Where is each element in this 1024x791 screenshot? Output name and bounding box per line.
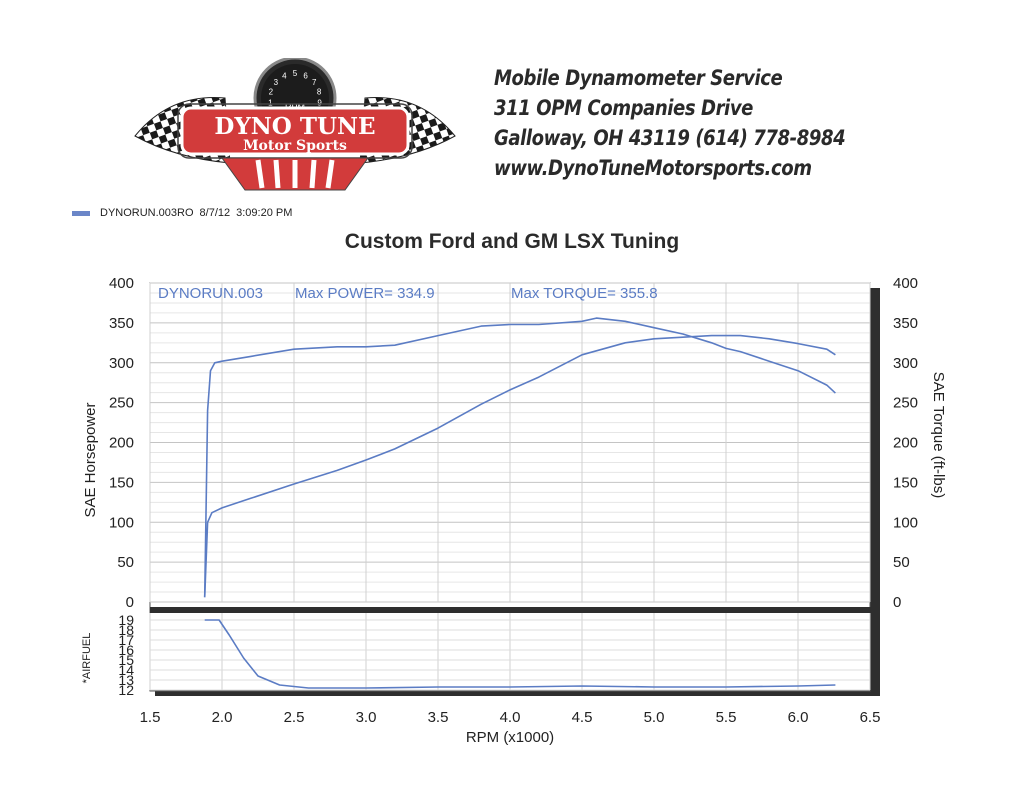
y-tick-label-left: 0 [126,594,134,611]
y-tick-label-left: 400 [109,275,134,292]
brand-line2: Motor Sports [243,138,347,154]
y-tick-label-right: 150 [893,474,918,491]
main-grid [149,282,871,603]
airfuel-tick-label: 19 [118,612,134,628]
x-tick-label: 3.0 [356,709,377,726]
airfuel-tick-label: 13 [118,672,134,688]
annotation-max-torque: Max TORQUE= 355.8 [511,285,658,302]
annotation-max-power: Max POWER= 334.9 [295,285,435,302]
airfuel-tick-label: 14 [118,662,134,678]
y-tick-label-right: 400 [893,275,918,292]
airfuel-tick-label: 18 [118,622,134,638]
gauge-number: 5 [293,69,298,78]
torque-series-line [203,317,836,598]
address-line-4: www.DynoTuneMotorsports.com [494,156,812,180]
address-line-1: Mobile Dynamometer Service [494,66,783,90]
y-tick-label-right: 0 [893,594,901,611]
y-tick-label-right: 350 [893,315,918,332]
legend-run: DYNORUN.003RO [100,207,194,219]
y-axis-label-horsepower: SAE Horsepower [82,402,99,517]
x-tick-label: 2.0 [212,709,233,726]
airfuel-tick-label: 15 [118,652,134,668]
gauge-number: 3 [274,78,279,87]
legend-time: 3:09:20 PM [236,207,293,219]
address-line-3: Galloway, OH 43119 (614) 778-8984 [494,126,846,150]
y-tick-label-right: 300 [893,355,918,372]
airfuel-tick-label: 17 [118,632,134,648]
gauge-number: 1 [268,98,273,107]
y-tick-label-right: 200 [893,435,918,452]
x-tick-label: 4.0 [500,709,521,726]
gauge-number: 9 [317,98,322,107]
y-tick-label-left: 350 [109,315,134,332]
y-tick-label-left: 150 [109,474,134,491]
y-tick-label-right: 50 [893,554,910,571]
x-tick-label: 3.5 [428,709,449,726]
y-axis-label-torque: SAE Torque (ft-lbs) [930,372,947,498]
y-tick-label-left: 250 [109,395,134,412]
y-tick-label-left: 100 [109,514,134,531]
y-tick-label-left: 50 [117,554,134,571]
legend-swatch [72,210,90,216]
airfuel-series-line [204,619,836,689]
y-tick-label-left: 300 [109,355,134,372]
x-axis-label: RPM (x1000) [466,729,554,746]
chart-title: Custom Ford and GM LSX Tuning [344,230,680,253]
legend-date: 8/7/12 [199,207,231,219]
horsepower-series-line [203,334,836,598]
airfuel-tick-label: 16 [118,642,134,658]
x-tick-label: 6.0 [788,709,809,726]
y-tick-label-right: 250 [893,395,918,412]
airfuel-grid [149,613,871,691]
x-tick-label: 5.5 [716,709,737,726]
y-tick-label-right: 100 [893,514,918,531]
x-tick-label: 6.5 [860,709,881,726]
gauge-number: 7 [312,78,317,87]
address-line-2: 311 OPM Companies Drive [494,96,753,120]
airfuel-tick-label: 12 [118,682,134,698]
dyno-tune-logo: 012345678910 RPM DYNO TUNE Motor Sports [134,58,456,191]
x-tick-label: 4.5 [572,709,593,726]
y-tick-label-left: 200 [109,435,134,452]
x-tick-label: 5.0 [644,709,665,726]
gauge-number: 6 [303,71,308,80]
gauge-number: 2 [269,88,274,97]
gauge-number: 4 [282,71,287,80]
chart-legend: DYNORUN.003RO 8/7/12 3:09:20 PM [72,207,292,219]
brand-line1: DYNO TUNE [214,113,375,140]
x-tick-label: 2.5 [284,709,305,726]
panel-divider [150,607,878,613]
gauge-number: 8 [317,88,322,97]
annotation-run: DYNORUN.003 [158,285,263,302]
y-axis-label-airfuel: *AIRFUEL [81,633,93,684]
x-tick-label: 1.5 [140,709,161,726]
